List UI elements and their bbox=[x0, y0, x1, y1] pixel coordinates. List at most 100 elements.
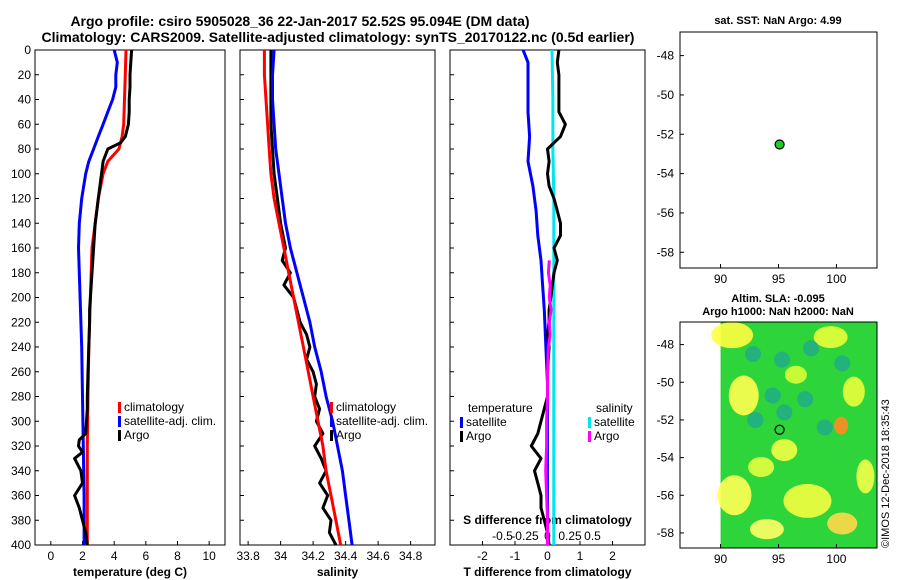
sst-map-lon-tick-label: 100 bbox=[826, 272, 846, 286]
depth-tick-label: 320 bbox=[11, 439, 31, 453]
salinity-tick-label: 34 bbox=[274, 549, 288, 563]
sst-map-lat-tick-label: -50 bbox=[657, 88, 675, 102]
depth-tick-label: 140 bbox=[11, 216, 31, 230]
depth-tick-label: 380 bbox=[11, 513, 31, 527]
sst-map-lon-tick-label: 90 bbox=[714, 272, 728, 286]
depth-tick-label: 400 bbox=[11, 538, 31, 552]
sla-map-sla-negative-anomaly bbox=[764, 387, 781, 404]
salinity-legend-2-label: Argo bbox=[336, 428, 362, 442]
sla-map-lat-tick-label: -48 bbox=[657, 338, 675, 352]
title-line-2: Climatology: CARS2009. Satellite-adjuste… bbox=[42, 29, 635, 45]
sla-map-sla-negative-anomaly bbox=[745, 346, 762, 363]
salinity-climatology-line bbox=[262, 50, 343, 546]
sla-map-sla-positive-anomaly bbox=[717, 475, 752, 516]
salinity-plot-frame bbox=[239, 49, 436, 546]
sla-map-sla-positive-anomaly bbox=[749, 519, 784, 540]
sla-map-float-position-marker bbox=[774, 424, 785, 435]
depth-tick-label: 300 bbox=[11, 414, 31, 428]
temperature-tick-label: 6 bbox=[142, 549, 149, 563]
sla-map-lat-tick-label: -52 bbox=[657, 413, 675, 427]
imos-credit: ©IMOS 12-Dec-2018 18:35:43 bbox=[880, 399, 892, 548]
difference-s-tick-label: -0.5 bbox=[492, 529, 513, 543]
temperature-tick-label: 2 bbox=[79, 549, 86, 563]
salinity-tick-label: 34.8 bbox=[399, 549, 423, 563]
temperature-legend-1-label: satellite-adj. clim. bbox=[124, 414, 216, 428]
sla-map-lon-tick-label: 95 bbox=[772, 552, 786, 566]
difference-t-tick-label: 0 bbox=[544, 549, 551, 563]
sla-map-sla-positive-anomaly bbox=[784, 365, 807, 384]
sla-map-sla-negative-anomaly bbox=[816, 419, 833, 436]
depth-tick-label: 0 bbox=[24, 43, 31, 57]
difference-s-tick-label: -0.25 bbox=[511, 529, 539, 543]
depth-tick-label: 240 bbox=[11, 340, 31, 354]
salinity-tick-label: 34.2 bbox=[301, 549, 325, 563]
difference-t-tick-label: 2 bbox=[609, 549, 616, 563]
sla-map-sla-positive-anomaly bbox=[771, 439, 798, 462]
temperature-satellite-line bbox=[77, 49, 119, 545]
temperature-tick-label: 10 bbox=[202, 549, 216, 563]
difference-temperature-argo-line bbox=[529, 49, 567, 546]
sla-map-sla-negative-anomaly bbox=[797, 391, 814, 408]
difference-t-tick-label: 1 bbox=[577, 549, 584, 563]
depth-tick-label: 360 bbox=[11, 489, 31, 503]
sla-map-subtitle: Argo h1000: NaN h2000: NaN bbox=[702, 306, 854, 318]
depth-tick-label: 340 bbox=[11, 464, 31, 478]
sla-map-sla-negative-anomaly bbox=[773, 351, 790, 368]
difference-legend-s-satellite-label: satellite bbox=[594, 415, 635, 429]
difference-salinity-argo-line bbox=[544, 260, 553, 545]
sst-map-frame bbox=[679, 31, 878, 269]
temperature-axis-label: temperature (deg C) bbox=[73, 565, 187, 579]
sla-map-sla-positive-anomaly bbox=[711, 322, 754, 349]
difference-legend-salinity-title: salinity bbox=[596, 401, 633, 415]
depth-tick-label: 220 bbox=[11, 315, 31, 329]
difference-t-tick-label: -2 bbox=[477, 549, 488, 563]
temperature-legend-0-swatch bbox=[118, 402, 121, 413]
sla-map-sla-positive-anomaly bbox=[842, 376, 865, 407]
temperature-tick-label: 0 bbox=[47, 549, 54, 563]
salinity-tick-label: 34.4 bbox=[334, 549, 358, 563]
sla-map-lat-tick-label: -54 bbox=[657, 451, 675, 465]
sst-map-title: sat. SST: NaN Argo: 4.99 bbox=[714, 15, 841, 27]
depth-tick-label: 160 bbox=[11, 241, 31, 255]
sst-map-float-position-marker bbox=[774, 139, 785, 150]
depth-tick-label: 80 bbox=[18, 142, 32, 156]
depth-tick-label: 200 bbox=[11, 291, 31, 305]
sla-map-sla-positive-anomaly bbox=[813, 326, 848, 349]
sla-map-title: Altim. SLA: -0.095 bbox=[731, 293, 825, 305]
salinity-argo-line bbox=[269, 50, 338, 546]
sla-map-lat-tick-label: -58 bbox=[657, 526, 675, 540]
difference-legend-s-argo-swatch bbox=[588, 431, 591, 442]
difference-legend-t-satellite-label: satellite bbox=[466, 415, 507, 429]
sla-map-sla-negative-anomaly bbox=[747, 411, 764, 428]
depth-tick-label: 100 bbox=[11, 167, 31, 181]
difference-t-tick-label: -1 bbox=[510, 549, 521, 563]
temperature-legend-0-label: climatology bbox=[124, 400, 184, 414]
temperature-argo-line bbox=[73, 49, 134, 546]
temperature-plot-frame bbox=[34, 49, 226, 546]
difference-axis-label: T difference from climatology bbox=[463, 565, 631, 579]
sla-map-sla-positive-anomaly bbox=[827, 512, 858, 535]
sst-map-lat-tick-label: -56 bbox=[657, 206, 675, 220]
sla-map-sla-negative-anomaly bbox=[834, 355, 851, 372]
salinity-legend-2-swatch bbox=[330, 430, 333, 441]
difference-legend-s-satellite-swatch bbox=[588, 417, 591, 428]
difference-salinity-satellite-line bbox=[550, 49, 556, 545]
sla-map-sla-negative-anomaly bbox=[776, 404, 793, 421]
temperature-legend-2-label: Argo bbox=[124, 428, 150, 442]
depth-tick-label: 60 bbox=[18, 117, 32, 131]
salinity-legend-1-swatch bbox=[330, 416, 333, 427]
sla-map-lat-tick-label: -56 bbox=[657, 488, 675, 502]
salinity-legend-0-swatch bbox=[330, 402, 333, 413]
sst-map-lat-tick-label: -54 bbox=[657, 167, 675, 181]
temperature-climatology-line bbox=[85, 49, 128, 545]
sla-map-sla-positive-anomaly bbox=[783, 483, 832, 518]
temperature-tick-label: 8 bbox=[174, 549, 181, 563]
depth-tick-label: 120 bbox=[11, 192, 31, 206]
difference-legend-temperature-title: temperature bbox=[468, 401, 533, 415]
difference-s-tick-label: 0.25 bbox=[558, 529, 582, 543]
sst-map-lat-tick-label: -58 bbox=[657, 245, 675, 259]
sla-map-sla-positive-anomaly bbox=[728, 375, 759, 416]
difference-legend-t-argo-swatch bbox=[460, 431, 463, 442]
depth-tick-label: 180 bbox=[11, 266, 31, 280]
